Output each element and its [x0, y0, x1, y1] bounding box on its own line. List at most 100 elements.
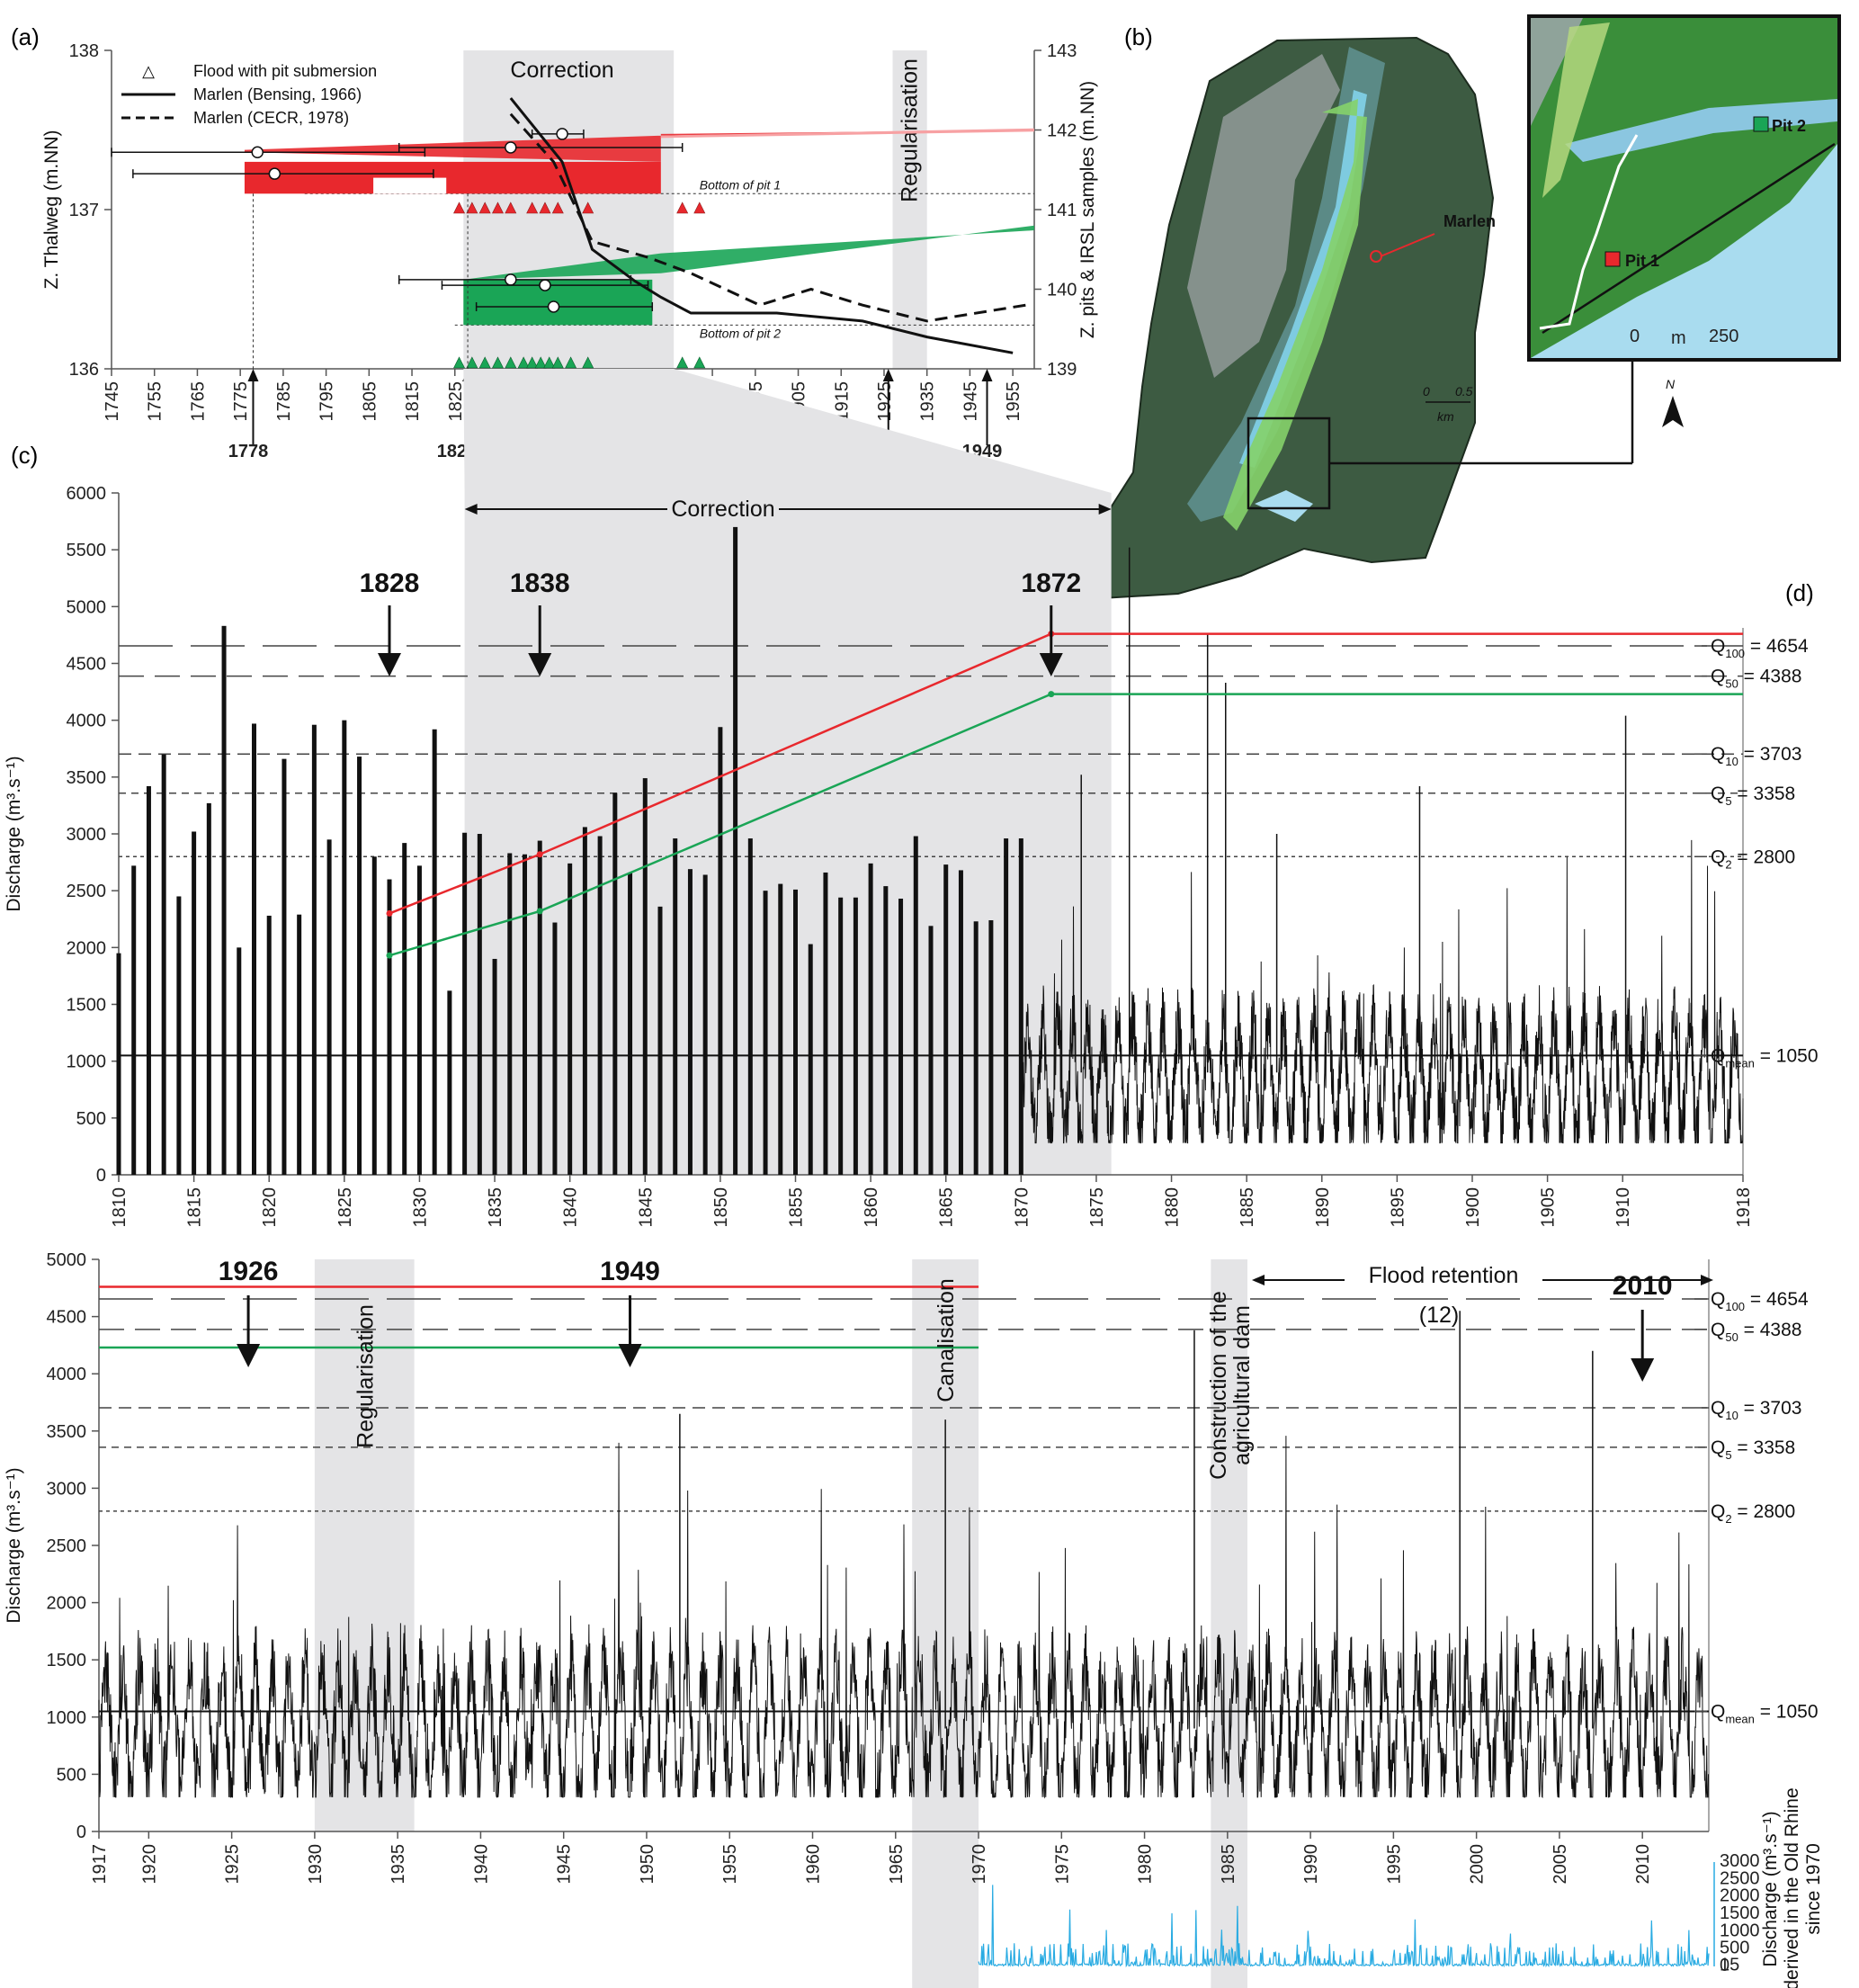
red-flood-triangle	[693, 201, 706, 214]
annual-peak-bar	[733, 526, 738, 1175]
x-tick-label: 1910	[1613, 1187, 1633, 1228]
x-tick-label: 1755	[146, 381, 165, 422]
panel-letters: (a) (b) (c) (d)	[11, 23, 1814, 606]
irsl-sample-point	[268, 167, 282, 180]
x-tick-label: 1990	[1301, 1844, 1321, 1885]
y-tick-label: 4500	[47, 1308, 87, 1328]
canalisation-label: Canalisation	[934, 1278, 959, 1402]
quantile-labels: Q100 = 4654 Q50 = 4388 Q10 = 3703 Q5 = 3358…	[1694, 636, 1819, 1725]
left-tick-label: 137	[69, 201, 99, 220]
y-tick-label: 5000	[67, 597, 107, 617]
x-tick-label: 1885	[1238, 1187, 1257, 1228]
inset-ylabel-0: Discharge (m³.s⁻¹)	[1760, 1811, 1781, 1966]
annual-peak-bar	[116, 953, 121, 1175]
irsl-sample-point	[539, 279, 551, 291]
legend-item-3: Marlen (CECR, 1978)	[193, 109, 349, 127]
legend-item-1: Flood with pit submersion	[193, 62, 377, 80]
km-scale-unit: km	[1437, 409, 1454, 424]
quantile-label-d-Q50: Q50 = 4388	[1711, 1320, 1801, 1344]
red-flood-triangle	[539, 201, 551, 214]
annual-peak-bar	[523, 854, 527, 1175]
x-tick-label: 2000	[1468, 1844, 1488, 1885]
annual-peak-bar	[282, 758, 287, 1175]
x-tick-label: 1925	[875, 381, 895, 422]
panel-d: 0500100015002000250030003500400045005000…	[4, 1250, 1824, 1988]
annual-peak-bar	[597, 836, 603, 1175]
pit1-wedge-extension	[660, 128, 1034, 139]
x-tick-label: 1830	[410, 1187, 430, 1228]
annual-peak-bar	[221, 625, 227, 1175]
right-tick-label: 139	[1047, 360, 1077, 380]
right-tick-label: 140	[1047, 281, 1077, 300]
y-tick-label: 4000	[47, 1365, 87, 1384]
x-tick-label: 1815	[403, 381, 423, 422]
red-flood-triangle	[582, 201, 594, 214]
y-tick-label: 3000	[67, 825, 107, 845]
x-tick-label: 1995	[1384, 1844, 1404, 1885]
x-tick-label: 1980	[1136, 1844, 1156, 1885]
irsl-sample-point	[547, 300, 560, 313]
y-tick-label: 4000	[67, 712, 107, 731]
y-tick-label: 1000	[47, 1708, 87, 1728]
red-flood-triangle	[676, 201, 689, 214]
flood-retention-ref: (12)	[1419, 1303, 1459, 1328]
x-tick-label: 1960	[804, 1844, 824, 1885]
quantile-label-d-Q2: Q2 = 2800	[1711, 1501, 1795, 1526]
green-flood-triangle	[534, 356, 547, 369]
x-tick-label: 1945	[961, 381, 980, 422]
correction-shade-c	[463, 369, 1112, 1175]
green-flood-triangle	[565, 356, 577, 369]
y-axis-title: Discharge (m³.s⁻¹)	[4, 756, 24, 911]
inset-ylabel-1: derived in the Old Rhine	[1782, 1787, 1802, 1988]
pit1-wedge	[244, 130, 1034, 162]
inset-light-green	[1542, 22, 1610, 198]
annual-peak-bar	[176, 896, 182, 1175]
x-tick-label: 1985	[1219, 1844, 1238, 1885]
daily-discharge-series	[1021, 839, 1744, 1145]
panel-letter-a: (a)	[11, 23, 40, 50]
panel-b: Marlen 0 0.5km Pit 1 Pit 2 0 m 250 N	[1073, 14, 1841, 600]
correction-arrow-right	[1098, 504, 1112, 515]
x-tick-label: 1945	[555, 1844, 575, 1885]
correction-label: Correction	[510, 58, 613, 83]
regularisation-label-d: Regularisation	[353, 1304, 378, 1448]
inset-dam	[1542, 142, 1836, 335]
annual-peak-bar	[507, 853, 513, 1175]
x-tick-label: 1825	[446, 381, 466, 422]
quantile-label-d-Q5: Q5 = 3358	[1711, 1437, 1795, 1462]
green-flood-triangle	[543, 356, 556, 369]
quantile-label-c-Q2: Q2 = 2800	[1711, 846, 1795, 871]
inset-tick-label: 500	[1720, 1939, 1749, 1958]
annual-peak-bar	[326, 839, 332, 1175]
x-tick-label: 1820	[260, 1187, 280, 1228]
annual-peak-bar	[642, 778, 648, 1175]
inset-channel	[1565, 99, 1837, 162]
x-tick-label: 1935	[389, 1844, 408, 1885]
annual-peak-bar	[146, 785, 151, 1175]
quantile-label-c-Q10: Q10 = 3703	[1711, 744, 1801, 768]
pit2-bar	[463, 279, 653, 326]
event-label-1949: 1949	[600, 1257, 660, 1286]
annual-peak-bar	[252, 723, 256, 1175]
flood-retention-bg	[1345, 1258, 1542, 1288]
pit1-bottom-label: Bottom of pit 1	[700, 177, 781, 192]
left-tick-label: 136	[69, 360, 99, 380]
x-tick-label: 1965	[887, 1844, 907, 1885]
green-flood-triangle	[517, 356, 530, 369]
annual-peak-bar	[628, 872, 633, 1175]
dam-label-1: Construction of the	[1206, 1291, 1231, 1480]
km-scale-0: 0	[1423, 384, 1430, 398]
annual-peak-bar	[747, 838, 753, 1175]
north-label: N	[1666, 377, 1676, 391]
inset-tick-label: 3000	[1720, 1851, 1760, 1871]
irsl-sample-point	[556, 128, 568, 140]
annual-peak-bar	[612, 793, 618, 1175]
quantile-label-c-Q5: Q5 = 3358	[1711, 784, 1795, 808]
regularisation-shade	[892, 50, 927, 369]
quantile-label-d-Q10: Q10 = 3703	[1711, 1398, 1801, 1422]
right-tick-label: 142	[1047, 121, 1077, 141]
regularisation-shade-d	[314, 1259, 415, 1831]
green-flood-triangle	[676, 356, 689, 369]
annual-peak-bar	[973, 921, 979, 1175]
